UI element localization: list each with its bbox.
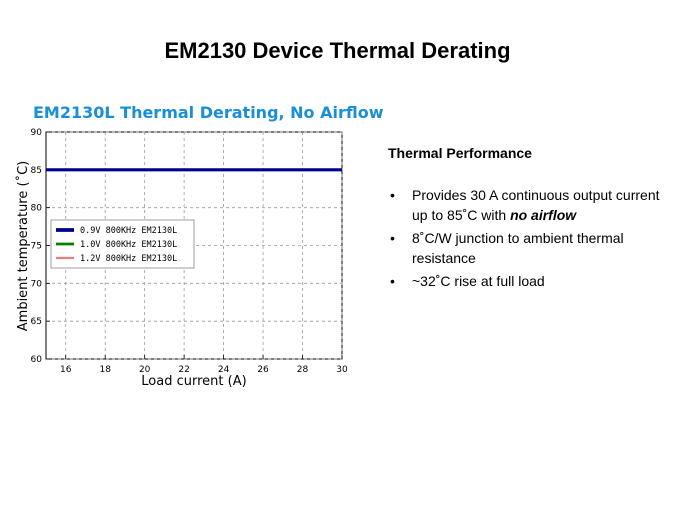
bullet-item: • 8˚C/W junction to ambient thermal resi… xyxy=(388,228,668,268)
y-tick-label: 80 xyxy=(31,204,43,214)
legend-label: 1.2V 800KHz EM2130L xyxy=(80,254,177,264)
legend-label: 1.0V 800KHz EM2130L xyxy=(80,240,177,250)
panel-heading: Thermal Performance xyxy=(388,145,532,161)
x-tick-label: 22 xyxy=(178,365,189,375)
thermal-performance-panel: Thermal Performance • Provides 30 A cont… xyxy=(388,145,668,294)
bullet-list: • Provides 30 A continuous output curren… xyxy=(388,185,668,291)
x-tick-label: 16 xyxy=(60,365,72,375)
legend-box xyxy=(50,219,195,269)
legend-label: 0.9V 800KHz EM2130L xyxy=(80,226,177,236)
bullet-text: 8˚C/W junction to ambient thermal resist… xyxy=(412,230,624,266)
bullet-emphasis: no airflow xyxy=(510,207,577,223)
x-axis-label: Load current (A) xyxy=(141,374,246,389)
chart-title: EM2130L Thermal Derating, No Airflow xyxy=(33,103,384,122)
y-tick-label: 75 xyxy=(31,242,42,252)
bullet-text: Provides 30 A continuous output current … xyxy=(412,187,660,223)
x-tick-label: 18 xyxy=(99,365,111,375)
chart-legend: 0.9V 800KHz EM2130L 1.0V 800KHz EM2130L 1.… xyxy=(50,219,195,269)
x-tick-label: 26 xyxy=(257,365,269,375)
y-tick-label: 70 xyxy=(31,279,43,289)
y-tick-label: 85 xyxy=(31,166,42,176)
bullet-item: • Provides 30 A continuous output curren… xyxy=(388,185,668,225)
y-tick-label: 60 xyxy=(31,355,43,365)
thermal-derating-chart: 16 18 20 22 24 26 28 30 60 65 70 75 80 85 90 Load curr… xyxy=(15,128,348,389)
bullet-text: ~32˚C rise at full load xyxy=(412,273,545,289)
bullet-item: • ~32˚C rise at full load xyxy=(388,271,668,291)
x-tick-label: 28 xyxy=(297,365,309,375)
y-tick-label: 65 xyxy=(31,317,42,327)
axis-ticks: 16 18 20 22 24 26 28 30 60 65 70 75 80 85 90 xyxy=(31,128,348,375)
bullet-marker: • xyxy=(390,187,395,203)
bullet-marker: • xyxy=(390,273,395,289)
y-axis-label: Ambient temperature (˚C) xyxy=(15,161,31,331)
x-tick-label: 30 xyxy=(336,365,348,375)
bullet-marker: • xyxy=(390,230,395,246)
y-tick-label: 90 xyxy=(31,128,43,138)
x-tick-label: 20 xyxy=(139,365,151,375)
x-tick-label: 24 xyxy=(218,365,230,375)
slide-title: EM2130 Device Thermal Derating xyxy=(164,38,511,63)
